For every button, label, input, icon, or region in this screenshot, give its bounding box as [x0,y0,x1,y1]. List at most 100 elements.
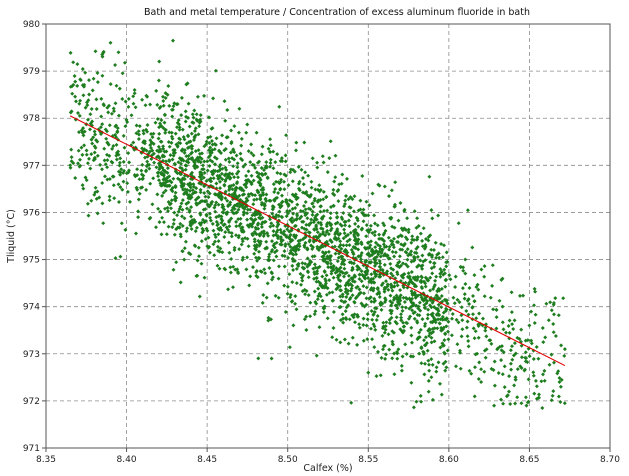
data-point [374,318,379,322]
data-point [153,120,158,125]
data-point [500,304,505,309]
data-point [433,320,438,325]
data-point [395,283,400,288]
data-point [126,104,131,109]
data-point [171,176,176,181]
y-axis-ticks: 971 972 973 974 975 976 977 978 979 980 [23,20,46,454]
data-point [243,182,248,187]
data-point [233,267,238,272]
data-point [163,96,168,100]
data-point [507,330,512,335]
data-point [235,165,240,170]
data-point [506,324,511,328]
data-point [291,268,296,272]
data-point [396,234,401,239]
data-point [316,187,320,192]
data-point [415,245,420,249]
data-point [361,338,366,343]
data-point [92,156,97,161]
data-point [257,249,261,254]
data-point [332,244,337,249]
data-point [103,174,107,179]
data-point [204,179,209,183]
data-point [324,285,329,290]
data-point [410,237,415,242]
data-point [523,395,528,400]
data-point [189,205,194,210]
data-point [512,318,517,323]
x-tick-label: 8.55 [358,455,378,465]
data-point [175,225,180,230]
data-point [518,293,522,298]
data-point [202,93,207,98]
data-point [483,328,488,333]
data-point [266,146,271,151]
data-point [157,178,161,183]
data-point [157,165,162,170]
data-point [427,174,432,179]
data-point [346,341,351,346]
data-point [192,108,197,113]
data-point [415,254,420,259]
data-point [93,49,98,54]
data-point [249,142,254,147]
data-point [220,204,225,209]
data-point [175,125,179,130]
data-point [352,194,357,199]
data-point [149,146,153,150]
data-point [396,218,401,223]
data-point [139,168,144,173]
data-point [177,207,182,211]
data-point [277,209,282,214]
data-point [442,243,446,248]
data-point [282,283,287,288]
data-point [99,96,104,101]
data-point [196,245,201,250]
data-point [263,271,268,276]
data-point [110,146,115,151]
data-point [278,186,283,191]
data-point [285,227,290,232]
data-point [123,99,128,104]
data-point [353,320,357,325]
data-point [111,144,116,148]
data-point [99,114,104,119]
data-point [433,240,438,245]
data-point [212,162,217,167]
data-point [186,251,191,255]
data-point [552,312,556,317]
data-point [88,127,92,132]
data-point [357,322,362,327]
data-point [254,245,259,250]
data-point [465,334,470,339]
data-point [379,355,384,360]
data-point [251,178,256,183]
data-point [463,257,468,262]
data-point [157,220,162,225]
data-point [543,335,548,340]
data-point [361,316,366,321]
data-point [270,211,275,216]
data-point [213,68,218,73]
data-point [177,125,182,130]
data-point [426,307,431,312]
data-point [211,176,216,181]
data-point [94,107,99,111]
data-point [228,270,233,275]
data-point [190,188,195,193]
data-point [264,160,269,165]
data-point [467,286,472,290]
data-point [315,165,320,170]
data-point [276,236,280,241]
data-point [289,199,294,204]
data-point [472,336,477,341]
data-point [271,229,276,234]
data-point [77,130,81,135]
data-point [500,372,505,377]
data-point [422,372,427,377]
data-point [299,282,303,287]
data-point [203,207,208,212]
data-point [409,333,414,338]
data-point [484,334,489,339]
